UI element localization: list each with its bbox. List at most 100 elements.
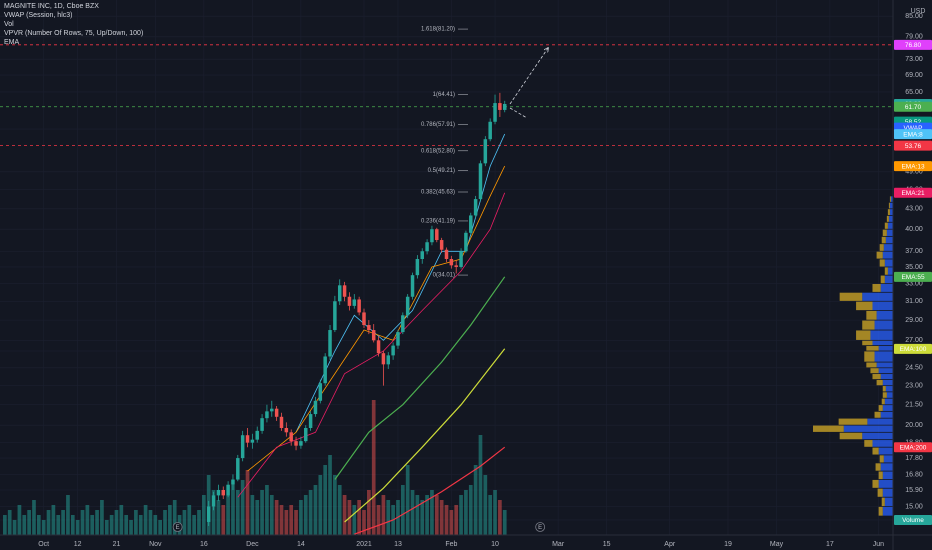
fib-label: 0.786(57.91)	[421, 122, 455, 128]
volume-bar	[143, 505, 148, 535]
y-tick-label: 85.00	[905, 13, 923, 20]
candle-body	[362, 312, 366, 326]
ema-badge	[894, 271, 932, 282]
ema-badge-text: EMA:200	[900, 444, 927, 451]
x-tick-label: 15	[603, 541, 611, 548]
x-tick-label: 14	[297, 541, 305, 548]
x-tick-label: 13	[394, 541, 402, 548]
x-tick-label: May	[770, 541, 784, 548]
vpvr-up	[870, 330, 893, 340]
volume-bar	[498, 500, 502, 535]
vpvr-up	[882, 251, 893, 259]
candle-body	[454, 265, 458, 267]
x-tick-label: Oct	[38, 541, 49, 548]
volume-bar	[483, 475, 488, 535]
vpvr-up	[887, 222, 893, 229]
y-tick-label: 65.00	[905, 89, 923, 96]
y-tick-label: 31.00	[905, 298, 923, 305]
price-badge-text: VWAP	[904, 125, 923, 132]
candle-body	[313, 400, 318, 415]
x-tick-label: Dec	[246, 541, 259, 548]
volume-bar	[3, 515, 7, 535]
volume-bar	[66, 495, 70, 535]
x-tick-label: 16	[200, 541, 208, 548]
y-tick-label: 40.00	[905, 226, 923, 233]
volume-bar	[56, 515, 61, 535]
vpvr-up	[888, 215, 893, 222]
fib-label: 0.5(49.21)	[428, 168, 455, 174]
volume-bar	[444, 505, 449, 535]
y-tick-label: 24.50	[905, 365, 923, 372]
volume-badge-text: Volume	[902, 517, 924, 524]
candle-body	[337, 285, 342, 302]
vpvr-down	[881, 398, 885, 405]
vpvr-down	[884, 222, 888, 229]
volume-bar	[245, 470, 250, 535]
vpvr-up	[878, 479, 893, 488]
candle-body	[250, 439, 255, 443]
vpvr-up	[884, 398, 893, 405]
volume-bar	[289, 505, 294, 535]
vpvr-down	[864, 351, 875, 362]
vpvr-up	[880, 284, 893, 292]
candle-body	[371, 330, 376, 341]
candle-body	[405, 296, 410, 316]
fib-label: 0(34.01)	[433, 273, 455, 279]
volume-bar	[231, 485, 235, 535]
volume-bar	[80, 510, 85, 535]
volume-bar	[46, 510, 51, 535]
y-tick-label: 33.00	[905, 280, 923, 287]
volume-bar	[478, 435, 483, 535]
volume-bar	[459, 495, 463, 535]
volume-bar	[240, 480, 245, 535]
vpvr-up	[884, 275, 893, 284]
vpvr-up	[862, 432, 893, 440]
x-tick-label: 10	[491, 541, 499, 548]
volume-bar	[415, 495, 420, 535]
volume-bar	[352, 505, 357, 535]
volume-bar	[216, 500, 221, 535]
candle-body	[444, 249, 449, 260]
volume-bar	[439, 500, 444, 535]
volume-bar	[192, 515, 196, 535]
volume-bar	[337, 485, 342, 535]
vpvr-down	[866, 310, 877, 320]
vpvr-up	[886, 392, 893, 398]
volume-bar	[36, 515, 41, 535]
indicator-label: EMA	[4, 39, 20, 46]
volume-bar	[226, 495, 230, 535]
volume-bar	[124, 515, 129, 535]
ema-badge	[894, 343, 932, 354]
candle-body	[255, 430, 259, 440]
vpvr-down	[876, 379, 883, 386]
vpvr-down	[839, 432, 863, 440]
ema-line	[344, 348, 506, 523]
vpvr-up	[884, 259, 893, 267]
volume-bar	[114, 510, 119, 535]
x-tick-label: Apr	[664, 541, 676, 548]
volume-bar	[182, 510, 187, 535]
vpvr-down	[872, 479, 879, 488]
vpvr-up	[883, 455, 893, 463]
volume-bar	[250, 495, 255, 535]
price-badge-text: 58.52	[905, 119, 922, 126]
volume-bar	[100, 500, 104, 535]
symbol-title: MAGNITE INC, 1D, Cboe BZX	[4, 3, 99, 10]
y-tick-label: 35.00	[905, 264, 923, 271]
candle-body	[401, 315, 405, 333]
candle-body	[270, 408, 274, 412]
y-tick-label: 21.50	[905, 402, 923, 409]
vpvr-down	[876, 251, 883, 259]
candle-body	[415, 259, 420, 276]
ema-badge	[894, 161, 932, 172]
candle-body	[274, 408, 279, 417]
ema-badge	[894, 129, 932, 140]
volume-bar	[449, 510, 454, 535]
x-tick-label: 17	[826, 541, 834, 548]
vpvr-down	[872, 284, 881, 292]
vpvr-up	[867, 418, 893, 425]
volume-bar	[41, 520, 46, 535]
y-tick-label: 15.90	[905, 487, 923, 494]
vpvr-down	[882, 392, 887, 398]
